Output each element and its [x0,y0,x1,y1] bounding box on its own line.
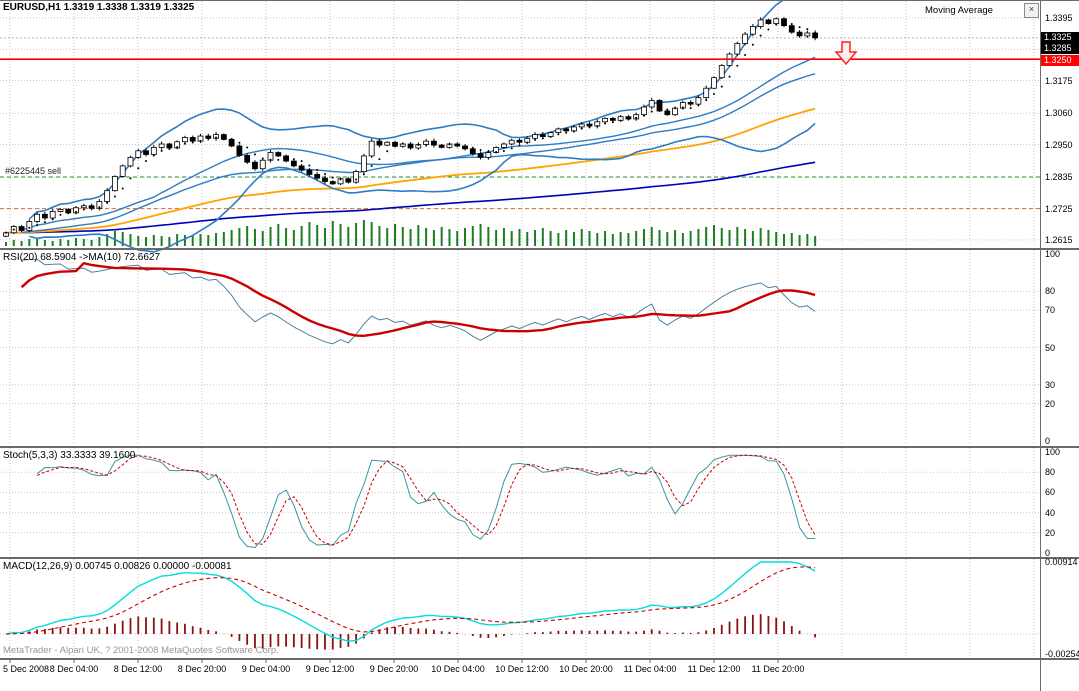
time-axis-label: 10 Dec 04:00 [431,664,485,674]
hlines-layer [0,37,1040,210]
time-axis-label: 8 Dec 12:00 [113,664,163,674]
axis-label: 1.3395 [1045,12,1073,23]
panel-separator[interactable] [0,248,1079,250]
axis-label: 1.3060 [1045,108,1073,119]
time-axis-label: 11 Dec 12:00 [687,664,741,674]
panel-separator[interactable] [0,557,1079,559]
close-icon[interactable]: × [1024,3,1039,18]
time-axis-label: 9 Dec 20:00 [369,664,419,674]
axis-label: 1.2835 [1045,172,1073,183]
axis-label: 80 [1045,286,1056,297]
time-axis-label: 11 Dec 20:00 [751,664,805,674]
indicator-toolbar: Moving Average × [925,3,1039,18]
stoch-layer [36,454,816,548]
axis-label: 70 [1045,305,1056,316]
axis-label: 100 [1045,447,1061,457]
axis-label: 80 [1045,467,1056,478]
axis-label: 20 [1045,398,1056,409]
time-axis-label: 11 Dec 04:00 [623,664,677,674]
axis-label: 30 [1045,379,1056,390]
axis-label: 1.3175 [1045,75,1073,86]
time-axis-label: 10 Dec 20:00 [559,664,613,674]
time-axis-label: 8 Dec 04:00 [49,664,99,674]
rsi-indicator-label: RSI(20) 68.5904 ->MA(10) 72.6627 [3,252,161,263]
time-axis-label: 10 Dec 12:00 [495,664,549,674]
axis-label: 100 [1045,249,1061,259]
down-arrow-icon [834,41,858,66]
time-axis-label: 9 Dec 04:00 [241,664,291,674]
time-axis-label: 8 Dec 20:00 [177,664,227,674]
symbol-ohlc-info: EURUSD,H1 1.3319 1.3338 1.3319 1.3325 [3,2,195,13]
window-top-border [0,0,1079,1]
dotted-ma-layer [5,21,817,234]
order-sell-label: #6225445 sell [5,166,62,176]
axis-label: 60 [1045,487,1056,498]
axis-label: 20 [1045,527,1056,538]
axis-label: 50 [1045,342,1056,353]
macd-layer [5,561,817,650]
axis-label: 0 [1045,436,1051,446]
panel-separator[interactable] [0,446,1079,448]
hline-price-box: 1.3250 [1041,55,1079,66]
bid-price-box: 1.3325 [1041,32,1079,43]
axis-divider [1040,0,1041,691]
time-axis-label: 5 Dec 2008 [3,664,50,674]
stoch-indicator-label: Stoch(5,3,3) 33.3333 39.1600 [3,450,136,461]
time-axis-label: 9 Dec 12:00 [305,664,355,674]
axis-label: 1.2950 [1045,139,1073,150]
candles-layer [3,17,819,238]
axis-label: -0.00254 [1045,649,1079,659]
ask-price-box: 1.3285 [1041,43,1079,54]
axis-label: 0 [1045,548,1051,558]
volume-layer [5,220,817,246]
indicator-name-label: Moving Average [925,5,993,16]
rsi-layer [20,258,816,345]
platform-watermark: MetaTrader - Alpari UK, ? 2001-2008 Meta… [3,645,279,656]
axis-label: 1.2725 [1045,203,1073,214]
macd-indicator-label: MACD(12,26,9) 0.00745 0.00826 0.00000 -0… [3,561,232,572]
axis-label: 40 [1045,507,1056,518]
axis-label: 1.2615 [1045,234,1073,245]
time-axis[interactable]: 5 Dec 2008 8 Dec 04:00 8 Dec 12:00 8 Dec 20… [0,660,1040,691]
price-axis[interactable]: 1.3395 1.3175 1.3060 1.2950 1.2835 1.2725 1.26… [1041,0,1079,691]
axis-label: 0.00914 [1045,557,1078,567]
overlay-layer [5,0,816,253]
panel-separator[interactable] [0,658,1079,660]
